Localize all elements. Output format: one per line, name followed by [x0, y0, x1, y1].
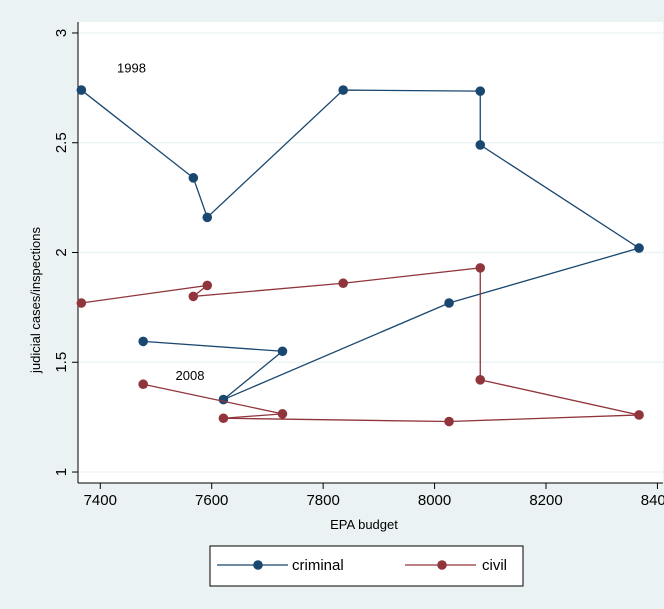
data-point-civil-3 [338, 278, 349, 289]
x-tick-label-3: 8000 [418, 492, 451, 509]
legend-label-criminal: criminal [292, 557, 344, 574]
x-tick-label-4: 8200 [529, 492, 562, 509]
annotation-1: 2008 [176, 368, 205, 383]
data-point-civil-2 [188, 291, 199, 302]
data-point-civil-9 [277, 409, 288, 419]
x-tick-label-5: 8400 [641, 492, 664, 509]
data-point-criminal-7 [444, 298, 454, 308]
data-point-civil-5 [475, 375, 486, 385]
grid [78, 32, 663, 473]
data-point-criminal-0 [76, 85, 87, 95]
data-point-criminal-1 [188, 173, 199, 183]
y-tick-label-0: 1 [53, 468, 70, 476]
data-point-criminal-10 [138, 336, 148, 347]
data-point-civil-0 [76, 298, 87, 308]
data-point-criminal-9 [277, 346, 288, 357]
series-group [76, 85, 644, 427]
data-point-criminal-5 [475, 140, 486, 150]
data-point-criminal-8 [218, 394, 229, 405]
data-point-civil-10 [138, 379, 148, 390]
annotations: 1998 2008 [117, 60, 204, 382]
x-ticks: 7400 7600 7800 8000 8200 8400 [84, 483, 664, 509]
data-point-civil-6 [634, 410, 644, 420]
legend-label-civil: civil [482, 557, 507, 574]
y-tick-label-3: 2.5 [53, 132, 70, 153]
y-tick-label-1: 1.5 [53, 352, 70, 373]
legend: criminal civil [209, 545, 524, 587]
data-point-criminal-2 [202, 212, 213, 223]
data-point-civil-7 [444, 416, 454, 427]
data-point-criminal-6 [634, 243, 644, 253]
x-tick-label-2: 7800 [306, 492, 339, 509]
y-axis-title: judicial cases/inspections [28, 227, 43, 374]
x-axis-title: EPA budget [330, 517, 398, 532]
y-tick-label-4: 3 [53, 29, 70, 37]
x-tick-label-1: 7600 [195, 492, 228, 509]
data-point-criminal-3 [338, 85, 349, 95]
data-point-criminal-4 [475, 86, 486, 96]
data-point-civil-8 [218, 413, 229, 424]
legend-marker-civil [437, 560, 447, 570]
y-tick-label-2: 2 [53, 248, 70, 256]
legend-marker-criminal [253, 560, 263, 570]
data-point-civil-4 [475, 263, 486, 273]
y-ticks: 1 1.5 2 2.5 3 [53, 29, 78, 476]
data-point-civil-1 [202, 280, 213, 291]
annotation-0: 1998 [117, 60, 146, 75]
x-tick-label-0: 7400 [84, 492, 117, 509]
